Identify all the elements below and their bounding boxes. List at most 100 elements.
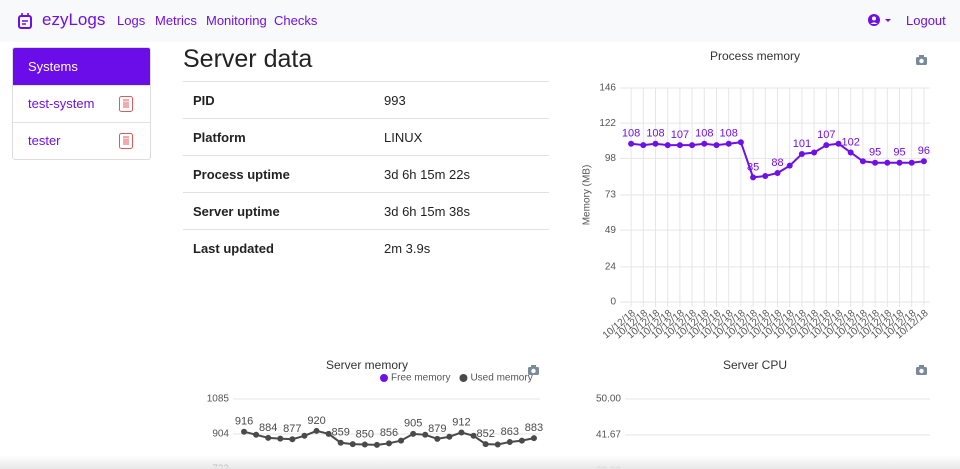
data-point xyxy=(349,441,356,448)
system-name[interactable]: test-system xyxy=(28,96,95,111)
cell-label: Process uptime xyxy=(183,155,374,193)
data-point xyxy=(434,435,441,442)
y-tick-label: 49 xyxy=(605,225,617,236)
logout[interactable]: Logout xyxy=(906,13,946,28)
y-tick-label: 904 xyxy=(212,429,229,440)
nav-link[interactable]: Logs xyxy=(117,13,146,28)
data-label: 905 xyxy=(404,418,422,430)
data-point xyxy=(762,172,769,179)
data-label: 85 xyxy=(747,161,759,173)
data-label: 879 xyxy=(428,423,446,435)
y-tick-label: 98 xyxy=(605,153,617,164)
user-menu[interactable] xyxy=(868,14,896,28)
cell-value: 993 xyxy=(374,81,549,119)
table-row: Process uptime 3d 6h 15m 22s xyxy=(183,155,549,193)
data-label: 108 xyxy=(646,128,664,140)
data-point xyxy=(518,437,525,444)
data-point xyxy=(689,142,696,149)
camera-icon[interactable] xyxy=(916,365,927,375)
data-label: 108 xyxy=(622,128,640,140)
data-point xyxy=(289,436,296,443)
legend-swatch xyxy=(380,374,388,382)
data-label: 107 xyxy=(817,129,835,141)
system-item[interactable]: test-system xyxy=(13,85,150,122)
chart-title: Process memory xyxy=(710,49,800,63)
y-tick-label: 146 xyxy=(599,83,616,94)
data-point xyxy=(835,140,842,147)
camera-lens xyxy=(531,368,536,374)
data-label: 95 xyxy=(893,147,905,159)
y-tick-label: 24 xyxy=(605,261,617,272)
data-point xyxy=(361,441,368,448)
sidebar-title[interactable]: Systems xyxy=(13,48,150,85)
data-point xyxy=(750,174,757,181)
nav-link[interactable]: Monitoring xyxy=(206,13,267,28)
data-point xyxy=(774,170,781,177)
data-point xyxy=(737,139,744,146)
system-item[interactable]: tester xyxy=(13,122,150,159)
server-data-table: PID 993 Platform LINUX Process uptime 3d 6h 1… xyxy=(183,81,549,266)
cell-value: 3d 6h 15m 22s xyxy=(374,155,549,193)
camera-top xyxy=(531,365,536,368)
data-point xyxy=(713,142,720,149)
data-point xyxy=(398,437,405,444)
nav-link[interactable]: Checks xyxy=(274,13,318,28)
camera-lens xyxy=(919,368,924,374)
data-point xyxy=(896,159,903,166)
data-point xyxy=(823,142,830,149)
data-label: 920 xyxy=(307,415,325,427)
camera-icon[interactable] xyxy=(528,365,539,375)
data-point xyxy=(410,430,417,437)
system-name[interactable]: tester xyxy=(28,133,61,148)
data-label: 912 xyxy=(452,416,470,428)
cell-label: Server uptime xyxy=(183,192,374,230)
data-label: 96 xyxy=(918,145,930,157)
table-row: Last updated 2m 3.9s xyxy=(183,229,549,266)
data-point xyxy=(446,433,453,440)
legend-swatch xyxy=(459,374,468,382)
data-label: 884 xyxy=(259,422,277,434)
data-point xyxy=(470,432,477,439)
data-point xyxy=(786,162,793,169)
camera-top xyxy=(919,365,924,368)
data-label: 101 xyxy=(793,138,811,150)
data-point xyxy=(652,140,659,147)
data-point xyxy=(664,142,671,149)
y-axis-label: Memory (MB) xyxy=(582,165,593,226)
delete-icon[interactable] xyxy=(119,96,133,112)
navbar: ezyLogs Logs Metrics Monitoring Checks L… xyxy=(0,0,960,42)
data-point xyxy=(482,441,489,448)
data-label: 916 xyxy=(235,416,253,428)
data-label: 852 xyxy=(476,428,494,440)
nav-link[interactable]: Metrics xyxy=(155,13,197,28)
data-point xyxy=(811,149,818,156)
cell-value: 2m 3.9s xyxy=(374,229,549,266)
brand[interactable]: ezyLogs xyxy=(42,10,106,29)
data-point xyxy=(859,158,866,165)
data-point xyxy=(325,430,332,437)
y-tick-label: 50.00 xyxy=(596,394,621,405)
data-point xyxy=(640,142,647,149)
data-point xyxy=(908,159,915,166)
data-point xyxy=(313,427,320,434)
data-label: 108 xyxy=(695,128,713,140)
data-point xyxy=(241,428,248,435)
sidebar: Systems test-system tester xyxy=(12,47,151,160)
table-row: PID 993 xyxy=(183,81,549,119)
camera-top xyxy=(919,55,924,58)
chart-title: Server CPU xyxy=(723,358,787,372)
camera-lens xyxy=(919,58,924,64)
legend-label: Used memory xyxy=(470,373,532,384)
data-point xyxy=(884,159,891,166)
y-tick-label: 1085 xyxy=(207,394,230,405)
data-point xyxy=(920,158,927,165)
y-tick-label: 122 xyxy=(599,118,616,129)
camera-icon[interactable] xyxy=(916,55,927,65)
cell-value: LINUX xyxy=(374,118,549,156)
delete-icon[interactable] xyxy=(119,133,133,149)
data-point xyxy=(373,441,380,448)
bottom-fade xyxy=(0,455,960,469)
chart-title: Server memory xyxy=(326,358,408,372)
